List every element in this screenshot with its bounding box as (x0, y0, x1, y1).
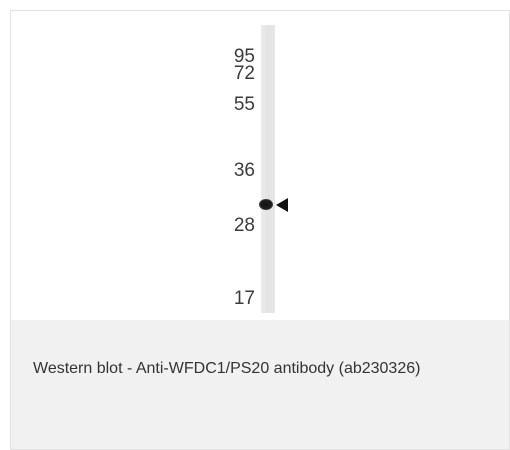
protein-band (259, 199, 273, 210)
marker-28: 28 (233, 215, 255, 236)
marker-72: 72 (233, 63, 255, 84)
marker-36: 36 (233, 160, 255, 181)
marker-17: 17 (233, 288, 255, 309)
marker-55: 55 (233, 94, 255, 115)
blot-lane (261, 25, 275, 313)
marker-95: 95 (233, 46, 255, 67)
figure-card: 95 72 55 36 28 17 Western blot - Anti-WF… (10, 10, 510, 450)
figure-caption: Western blot - Anti-WFDC1/PS20 antibody … (33, 360, 421, 377)
caption-panel: Western blot - Anti-WFDC1/PS20 antibody … (11, 320, 509, 449)
band-arrow-icon (276, 198, 288, 212)
western-blot-image: 95 72 55 36 28 17 (11, 11, 509, 320)
